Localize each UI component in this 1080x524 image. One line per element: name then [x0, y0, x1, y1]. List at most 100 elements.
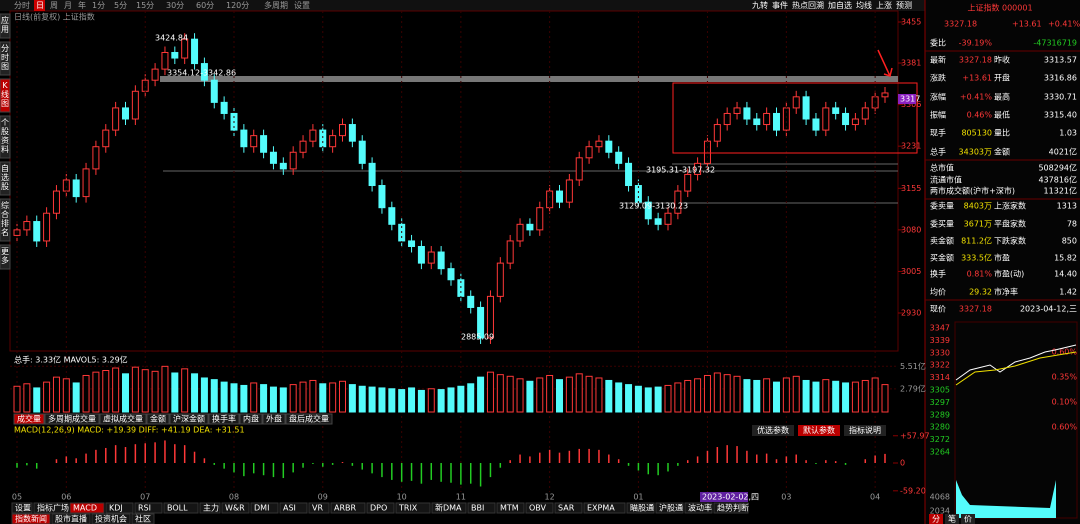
indicator-tab[interactable]: MTM: [500, 504, 519, 513]
volume-tab[interactable]: 成交量: [17, 414, 41, 424]
candle: [112, 107, 120, 131]
indicator-tab[interactable]: KDJ: [109, 504, 123, 513]
toolbar-button[interactable]: 年: [78, 0, 86, 10]
side-tab[interactable]: 名: [1, 227, 9, 237]
toolbar-button[interactable]: 15分: [136, 1, 154, 10]
side-tab[interactable]: 资: [1, 135, 9, 145]
indicator-tab[interactable]: VR: [312, 504, 323, 513]
macd-button[interactable]: 优选参数: [757, 425, 789, 435]
side-tab[interactable]: 合: [1, 209, 9, 219]
bottom-tab[interactable]: 社区: [135, 514, 151, 524]
volume-tab[interactable]: 多周期成交量: [48, 414, 96, 424]
x-tick-label: 06: [61, 493, 71, 502]
indicator-tab[interactable]: 瞄股通: [630, 503, 654, 513]
side-tab[interactable]: 线: [1, 89, 9, 99]
y-tick-label: 5.51亿: [900, 361, 926, 371]
side-tab[interactable]: 股: [1, 127, 9, 136]
indicator-tab[interactable]: ARBR: [334, 504, 357, 513]
volume-tab[interactable]: 外盘: [266, 414, 282, 424]
volume-bar: [279, 387, 287, 413]
mini-tick-label: 0.35%: [1052, 373, 1078, 382]
indicator-tab[interactable]: DMI: [254, 504, 269, 513]
toolbar-button[interactable]: 多周期: [264, 0, 288, 10]
side-tab[interactable]: 选: [1, 172, 9, 182]
toolbar-button[interactable]: 加自选: [828, 0, 852, 10]
candle: [447, 268, 455, 281]
indicator-tab[interactable]: TRIX: [398, 504, 418, 513]
bottom-tab[interactable]: 指数新闻: [15, 514, 47, 524]
side-tab[interactable]: 多: [1, 255, 9, 265]
volume-tab[interactable]: 沪深金额: [173, 414, 205, 424]
bottom-tab[interactable]: 投资机会: [95, 514, 127, 524]
indicator-tab[interactable]: OBV: [529, 504, 547, 513]
indicator-tab[interactable]: W&R: [225, 504, 245, 513]
side-tab[interactable]: 时: [1, 52, 9, 62]
indicator-tab[interactable]: BOLL: [167, 504, 188, 513]
indicator-tab[interactable]: 设置: [15, 503, 31, 513]
toolbar-button[interactable]: 均线: [856, 0, 872, 10]
volume-bar: [496, 374, 504, 413]
toolbar-button[interactable]: 月: [64, 1, 72, 10]
toolbar-button[interactable]: 1分: [92, 1, 105, 10]
indicator-tab[interactable]: EXPMA: [587, 504, 615, 513]
side-tab[interactable]: 分: [1, 44, 9, 53]
indicator-tab[interactable]: 主力: [203, 503, 219, 513]
toolbar-button[interactable]: 设置: [294, 0, 310, 10]
toolbar-button[interactable]: 120分: [226, 1, 249, 10]
volume-tab[interactable]: 换手率: [212, 414, 236, 424]
bottom-tab[interactable]: 股市直播: [55, 514, 87, 524]
toolbar-button[interactable]: 预测: [896, 0, 912, 10]
macd-button[interactable]: 默认参数: [803, 425, 835, 435]
indicator-tab[interactable]: ASI: [283, 504, 296, 513]
volume-tab[interactable]: 内盘: [243, 414, 259, 424]
side-tab[interactable]: K: [2, 81, 8, 90]
toolbar-button[interactable]: 上涨: [876, 0, 892, 10]
volume-tab[interactable]: 虚拟成交量: [103, 414, 143, 424]
indicator-tab[interactable]: 指标广场: [37, 503, 69, 513]
side-tab[interactable]: 图: [1, 99, 9, 108]
toolbar-button[interactable]: 事件: [772, 0, 788, 10]
indicator-tab[interactable]: RSI: [138, 504, 151, 513]
volume-bar: [615, 382, 623, 413]
panel-tab[interactable]: 分: [932, 515, 940, 524]
side-tab[interactable]: 图: [1, 62, 9, 71]
volume-tab[interactable]: 金额: [150, 414, 166, 424]
indicator-tab[interactable]: 波动率: [688, 503, 712, 513]
indicator-tab[interactable]: DPO: [370, 504, 387, 513]
toolbar-button[interactable]: 5分: [114, 1, 127, 10]
toolbar-button[interactable]: 日: [36, 1, 44, 10]
side-tab[interactable]: 应: [1, 15, 9, 25]
toolbar-button[interactable]: 分时: [14, 0, 30, 10]
toolbar-button[interactable]: 60分: [196, 1, 214, 10]
indicator-tab[interactable]: 沪股通: [659, 503, 683, 513]
panel-tab[interactable]: 价: [964, 515, 972, 524]
volume-bar: [871, 377, 879, 413]
panel-tab[interactable]: 笔: [948, 514, 956, 524]
panel: [69, 502, 105, 514]
macd-button[interactable]: 指标说明: [849, 425, 881, 435]
candle: [832, 107, 840, 114]
indicator-tab[interactable]: 新DMA: [435, 503, 462, 513]
toolbar-button[interactable]: 九转: [752, 0, 768, 10]
indicator-tab[interactable]: 趋势判断: [717, 503, 749, 513]
side-tab[interactable]: 更: [1, 247, 9, 256]
side-tab[interactable]: 自: [1, 163, 9, 173]
side-tab[interactable]: 股: [1, 182, 9, 191]
indicator-tab[interactable]: MACD: [73, 504, 97, 513]
side-tab[interactable]: 排: [1, 218, 9, 228]
candle: [240, 129, 248, 148]
volume-tab[interactable]: 盘后成交量: [289, 414, 329, 424]
indicator-tab[interactable]: BBI: [471, 504, 484, 513]
candle: [329, 135, 337, 148]
side-tab[interactable]: 料: [1, 144, 9, 154]
toolbar-button[interactable]: 热点回溯: [792, 0, 824, 10]
side-tab[interactable]: 个: [1, 118, 9, 127]
side-tab[interactable]: 综: [1, 200, 9, 210]
toolbar-button[interactable]: 周: [50, 1, 58, 10]
candle: [615, 151, 623, 164]
indicator-tab[interactable]: SAR: [558, 504, 575, 513]
toolbar-button[interactable]: 30分: [166, 1, 184, 10]
candle: [161, 51, 169, 70]
side-tab[interactable]: 用: [1, 25, 9, 34]
candle: [408, 240, 416, 247]
